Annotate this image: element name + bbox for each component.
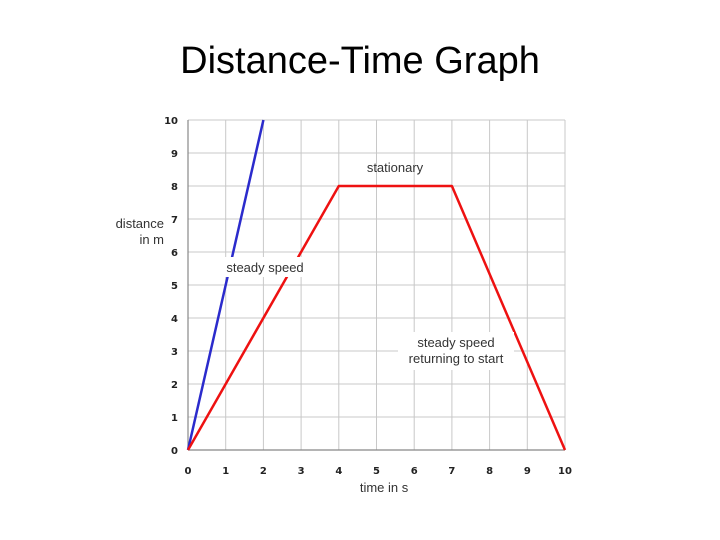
x-tick-label-7: 7 xyxy=(448,466,455,477)
chart-series xyxy=(186,119,567,451)
x-tick-label-4: 4 xyxy=(335,466,342,477)
y-tick-label-6: 6 xyxy=(171,248,178,259)
y-axis-label-line-1: in m xyxy=(139,232,164,247)
annotation-0-line-0: stationary xyxy=(367,160,424,175)
annotation-2-line-1: returning to start xyxy=(409,351,504,366)
chart-tick-labels: 0 1 2 3 4 5 6 7 8 9 10 0 1 2 3 4 5 6 7 8 9 10 xyxy=(164,116,572,477)
x-tick-label-8: 8 xyxy=(486,466,493,477)
annotation-2-line-0: steady speed xyxy=(417,335,494,350)
chart-grid xyxy=(187,119,566,451)
x-tick-label-10: 10 xyxy=(558,466,572,477)
y-axis-label-line-0: distance xyxy=(116,216,164,231)
annotation-bg-2 xyxy=(398,332,514,370)
y-tick-label-1: 1 xyxy=(171,413,178,424)
x-tick-label-5: 5 xyxy=(373,466,380,477)
slide-title: Distance-Time Graph xyxy=(180,40,540,82)
x-tick-label-1: 1 xyxy=(222,466,229,477)
series-line-0 xyxy=(186,119,265,451)
y-tick-label-7: 7 xyxy=(171,215,178,226)
annotation-bg-1 xyxy=(195,257,335,277)
annotation-1-line-0: steady speed xyxy=(226,260,303,275)
series-line-1 xyxy=(186,184,567,451)
y-tick-label-4: 4 xyxy=(171,314,178,325)
y-tick-label-0: 0 xyxy=(171,446,178,457)
x-tick-label-6: 6 xyxy=(411,466,418,477)
y-tick-label-10: 10 xyxy=(164,116,178,127)
y-tick-label-2: 2 xyxy=(171,380,178,391)
y-tick-label-9: 9 xyxy=(171,149,178,160)
x-tick-label-0: 0 xyxy=(185,466,192,477)
y-tick-label-8: 8 xyxy=(171,182,178,193)
x-tick-label-9: 9 xyxy=(524,466,531,477)
x-tick-label-2: 2 xyxy=(260,466,267,477)
x-axis-label: time in s xyxy=(360,480,409,495)
y-tick-label-3: 3 xyxy=(171,347,178,358)
y-tick-label-5: 5 xyxy=(171,281,178,292)
x-tick-label-3: 3 xyxy=(298,466,305,477)
